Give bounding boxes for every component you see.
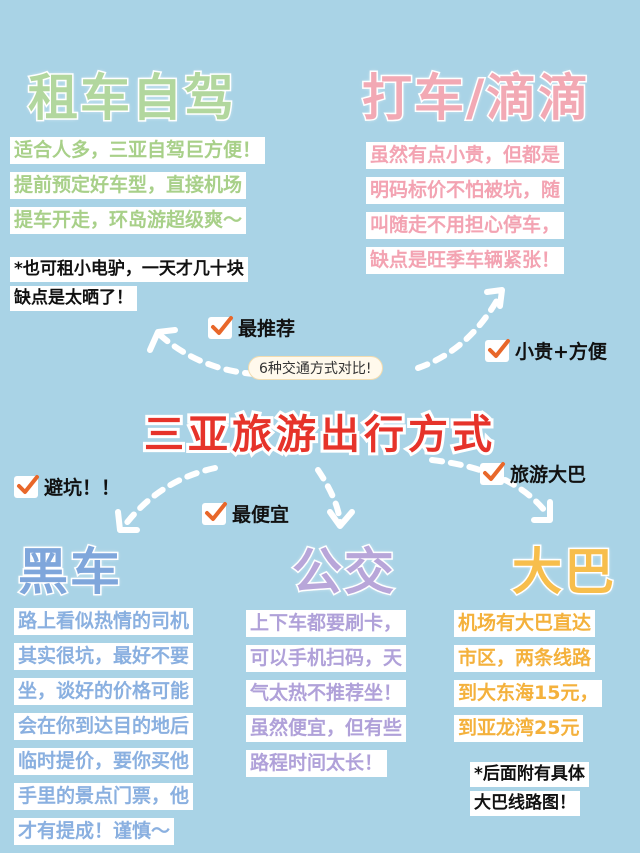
coach-note-line-1: *后面附有具体 — [470, 762, 589, 787]
check-icon — [480, 461, 505, 485]
taxi-description: 虽然有点小贵，但都是 明码标价不怕被坑，随 叫随走不用担心停车， 缺点是旺季车辆… — [366, 142, 565, 282]
rental-line-3: 提车开走，环岛游超级爽～ — [10, 207, 247, 234]
coach-note: *后面附有具体 大巴线路图！ — [470, 762, 589, 820]
tag-tour-bus: 旅游大巴 — [480, 460, 586, 487]
rental-note-line-2: 缺点是太晒了！ — [10, 286, 137, 311]
rental-description: 适合人多，三亚自驾巨方便！ 提前预定好车型，直接机场 提车开走，环岛游超级爽～ — [10, 137, 266, 242]
black-car-line-4: 会在你到达目的地后 — [14, 713, 194, 740]
black-car-line-6: 手里的景点门票，他 — [14, 783, 194, 810]
coach-line-4: 到亚龙湾25元 — [454, 715, 584, 742]
taxi-line-3: 叫随走不用担心停车， — [366, 212, 565, 239]
coach-description: 机场有大巴直达 市区，两条线路 到大东海15元， 到亚龙湾25元 — [454, 610, 603, 750]
tag-label: 旅游大巴 — [510, 464, 587, 486]
main-title: 三亚旅游出行方式 — [141, 409, 496, 461]
check-icon — [14, 474, 39, 498]
tag-label: 小贵+方便 — [515, 341, 607, 363]
coach-line-3: 到大东海15元， — [454, 680, 603, 707]
tag-label: 最推荐 — [238, 318, 296, 340]
black-car-line-3: 坐，谈好的价格可能 — [14, 678, 194, 705]
tag-avoid-trap: 避坑！！ — [14, 473, 120, 500]
tag-pricey-convenient: 小贵+方便 — [485, 337, 607, 364]
bus-line-4: 虽然便宜，但有些 — [246, 715, 407, 742]
bus-title: 公交 — [291, 542, 396, 603]
black-car-line-5: 临时提价，要你买他 — [14, 748, 194, 775]
taxi-title: 打车/滴滴 — [360, 68, 591, 129]
rental-note: *也可租小电驴，一天才几十块 缺点是太晒了！ — [10, 257, 248, 315]
black-car-description: 路上看似热情的司机 其实很坑，最好不要 坐，谈好的价格可能 会在你到达目的地后 … — [14, 608, 194, 853]
check-icon — [208, 315, 233, 339]
coach-title: 大巴 — [511, 542, 616, 603]
bus-line-2: 可以手机扫码，天 — [246, 645, 407, 672]
bus-description: 上下车都要刷卡， 可以手机扫码，天 气太热不推荐坐！ 虽然便宜，但有些 路程时间… — [246, 610, 407, 785]
rental-line-2: 提前预定好车型，直接机场 — [10, 172, 247, 199]
rental-title: 租车自驾 — [27, 68, 236, 129]
bus-line-1: 上下车都要刷卡， — [246, 610, 407, 637]
coach-note-line-2: 大巴线路图！ — [470, 791, 580, 816]
taxi-line-2: 明码标价不怕被坑，随 — [366, 177, 565, 204]
arrow-to-black-car — [122, 465, 218, 528]
arrow-to-rental — [157, 332, 258, 377]
tag-most-recommended: 最推荐 — [208, 314, 295, 341]
taxi-line-4: 缺点是旺季车辆紧张！ — [366, 247, 565, 274]
check-icon — [485, 338, 510, 362]
bus-line-3: 气太热不推荐坐！ — [246, 680, 407, 707]
tag-cheapest: 最便宜 — [202, 500, 289, 527]
arrow-to-bus — [315, 467, 343, 525]
coach-line-1: 机场有大巴直达 — [454, 610, 596, 637]
black-car-line-2: 其实很坑，最好不要 — [14, 643, 194, 670]
black-car-title: 黑车 — [17, 542, 122, 603]
tag-label: 避坑！！ — [44, 477, 121, 499]
rental-note-line-1: *也可租小电驴，一天才几十块 — [10, 257, 248, 282]
subtitle-badge: 6种交通方式对比! — [248, 356, 383, 380]
coach-line-2: 市区，两条线路 — [454, 645, 596, 672]
arrow-to-taxi — [415, 292, 503, 371]
black-car-line-7: 才有提成！谨慎～ — [14, 818, 175, 845]
rental-line-1: 适合人多，三亚自驾巨方便！ — [10, 137, 266, 164]
check-icon — [202, 501, 227, 525]
bus-line-5: 路程时间太长！ — [246, 750, 388, 777]
tag-label: 最便宜 — [232, 504, 290, 526]
black-car-line-1: 路上看似热情的司机 — [14, 608, 194, 635]
taxi-line-1: 虽然有点小贵，但都是 — [366, 142, 565, 169]
